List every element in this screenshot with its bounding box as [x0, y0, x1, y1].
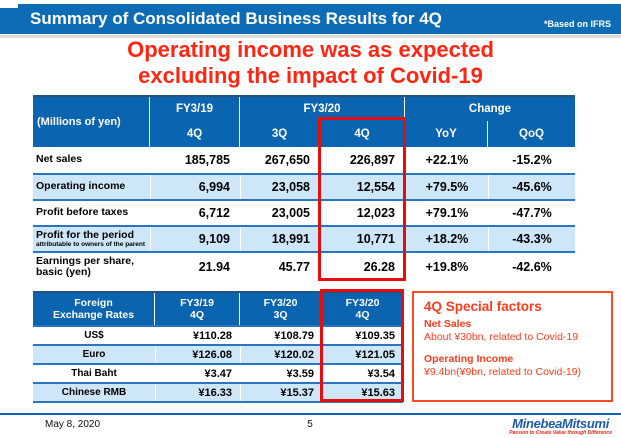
value-cell: 6,994 [150, 175, 240, 199]
value-cell: 23,058 [240, 175, 320, 199]
subcol-qoq: QoQ [519, 128, 544, 140]
corner-notch [0, 0, 18, 8]
unit-label: (Millions of yen) [33, 97, 150, 147]
fx-value-cell: ¥3.54 [367, 367, 395, 380]
company-logo: MinebeaMitsumi Passion to Create Value t… [509, 417, 612, 437]
spacer [424, 344, 601, 353]
change-cell: -43.3% [488, 227, 575, 251]
value-cell: 6,712 [198, 206, 230, 220]
company-logo-tagline: Passion to Create Value through Differen… [509, 430, 612, 436]
fx-value-cell: ¥121.05 [322, 346, 403, 363]
col-group-fy19: FY3/19 [150, 97, 240, 121]
subcol-fy19-4q: 4Q [150, 121, 240, 147]
footer-date: May 8, 2020 [45, 419, 101, 430]
table-row-eps: Earnings per share, basic (yen) 21.94 45… [33, 251, 575, 281]
page-number: 5 [307, 419, 313, 430]
table-row-profit-for-period: Profit for the period attributable to ow… [33, 225, 575, 251]
row-label: Profit before taxes [36, 206, 129, 219]
fx-row-euro: Euro ¥126.08 ¥120.02 ¥121.05 [33, 344, 403, 363]
special-factors-title: 4Q Special factors [424, 299, 542, 314]
special-factors-op-income-detail: ¥9.4bn(¥9bn, related to Covid-19) [424, 366, 582, 379]
table-row-profit-before-taxes: Profit before taxes 6,712 23,005 12,023 … [33, 199, 575, 225]
change-cell: -15.2% [512, 153, 552, 167]
col-group-fy20: FY3/20 [240, 97, 405, 121]
fx-value-cell: ¥16.33 [155, 384, 240, 401]
fx-col-fy19-4q: FY3/19 4Q [155, 293, 240, 325]
fx-col-fy20-4q: FY3/20 4Q [345, 296, 380, 321]
fx-value-cell: ¥120.02 [240, 346, 322, 363]
change-cell: +79.1% [425, 206, 469, 220]
fx-row-label: US$ [84, 330, 104, 341]
fx-row-chinese-rmb: Chinese RMB ¥16.33 ¥15.37 ¥15.63 [33, 382, 403, 401]
value-cell: 23,005 [271, 206, 310, 220]
headline-line-1: Operating income was as expected [127, 37, 494, 62]
special-factors-op-income-heading: Operating Income [424, 353, 514, 366]
row-label: Profit for the period attributable to ow… [36, 228, 146, 249]
value-cell: 226,897 [349, 153, 395, 167]
fx-value-cell: ¥126.08 [155, 346, 240, 363]
fx-row-label: Euro [82, 349, 106, 360]
change-cell: -45.6% [488, 175, 575, 199]
fx-row-thai-baht: Thai Baht ¥3.47 ¥3.59 ¥3.54 [33, 363, 403, 382]
fx-rates-table: Foreign Exchange Rates FY3/19 4Q FY3/20 … [33, 291, 403, 403]
table-row-operating-income: Operating income 6,994 23,058 12,554 +79… [33, 173, 575, 199]
fx-value-cell: ¥15.37 [240, 384, 322, 401]
headline: Operating income was as expected excludi… [0, 37, 621, 89]
change-cell: +19.8% [425, 260, 469, 274]
value-cell: 10,771 [320, 227, 405, 251]
fx-row-label: Thai Baht [71, 368, 117, 379]
results-table-header: (Millions of yen) FY3/19 FY3/20 Change 4… [33, 95, 575, 147]
ifrs-note: *Based on IFRS [543, 19, 611, 29]
fx-row-usd: US$ ¥110.28 ¥108.79 ¥109.35 [33, 325, 403, 344]
special-factors-panel: 4Q Special factors Net Sales About ¥30bn… [412, 291, 613, 402]
company-logo-text: MinebeaMitsumi [512, 416, 610, 431]
value-cell: 9,109 [150, 227, 240, 251]
change-cell: +22.1% [425, 153, 469, 167]
value-cell: 12,554 [320, 175, 405, 199]
change-cell: -47.7% [512, 206, 552, 220]
row-label: Operating income [36, 180, 126, 193]
value-cell: 26.28 [363, 260, 395, 274]
special-factors-net-sales-heading: Net Sales [424, 318, 472, 330]
value-cell: 185,785 [184, 153, 230, 167]
title-shadow-line [0, 35, 621, 38]
col-group-change: Change [468, 103, 512, 115]
change-cell: +79.5% [405, 175, 488, 199]
page-title: Summary of Consolidated Business Results… [30, 9, 442, 28]
value-cell: 267,650 [264, 153, 310, 167]
footer-divider [0, 413, 621, 415]
fx-title: Foreign Exchange Rates [33, 293, 155, 325]
change-cell: +18.2% [405, 227, 488, 251]
subcol-yoy: YoY [405, 121, 488, 147]
subcol-fy20-4q: 4Q [320, 121, 405, 147]
fx-value-cell: ¥3.59 [286, 367, 314, 380]
row-label: Earnings per share, basic (yen) [36, 254, 135, 278]
change-cell: -42.6% [512, 260, 552, 274]
fx-value-cell: ¥109.35 [355, 329, 395, 342]
value-cell: 18,991 [240, 227, 320, 251]
fx-value-cell: ¥108.79 [274, 329, 314, 342]
fx-value-cell: ¥3.47 [204, 367, 232, 380]
value-cell: 21.94 [198, 260, 230, 274]
table-row-net-sales: Net sales 185,785 267,650 226,897 +22.1%… [33, 147, 575, 173]
fx-col-fy20-3q: FY3/20 3Q [240, 293, 322, 325]
headline-line-2: excluding the impact of Covid-19 [138, 63, 483, 88]
subcol-fy20-3q: 3Q [240, 121, 320, 147]
slide-title-bar: Summary of Consolidated Business Results… [0, 4, 621, 34]
fx-row-label: Chinese RMB [61, 387, 127, 398]
row-label: Net sales [36, 153, 83, 166]
fx-table-header: Foreign Exchange Rates FY3/19 4Q FY3/20 … [33, 291, 403, 325]
fx-value-cell: ¥15.63 [322, 384, 403, 401]
fx-value-cell: ¥110.28 [192, 329, 232, 342]
results-table: (Millions of yen) FY3/19 FY3/20 Change 4… [33, 95, 575, 281]
special-factors-net-sales-detail: About ¥30bn, related to Covid-19 [424, 331, 579, 344]
value-cell: 12,023 [356, 206, 395, 220]
value-cell: 45.77 [278, 260, 310, 274]
